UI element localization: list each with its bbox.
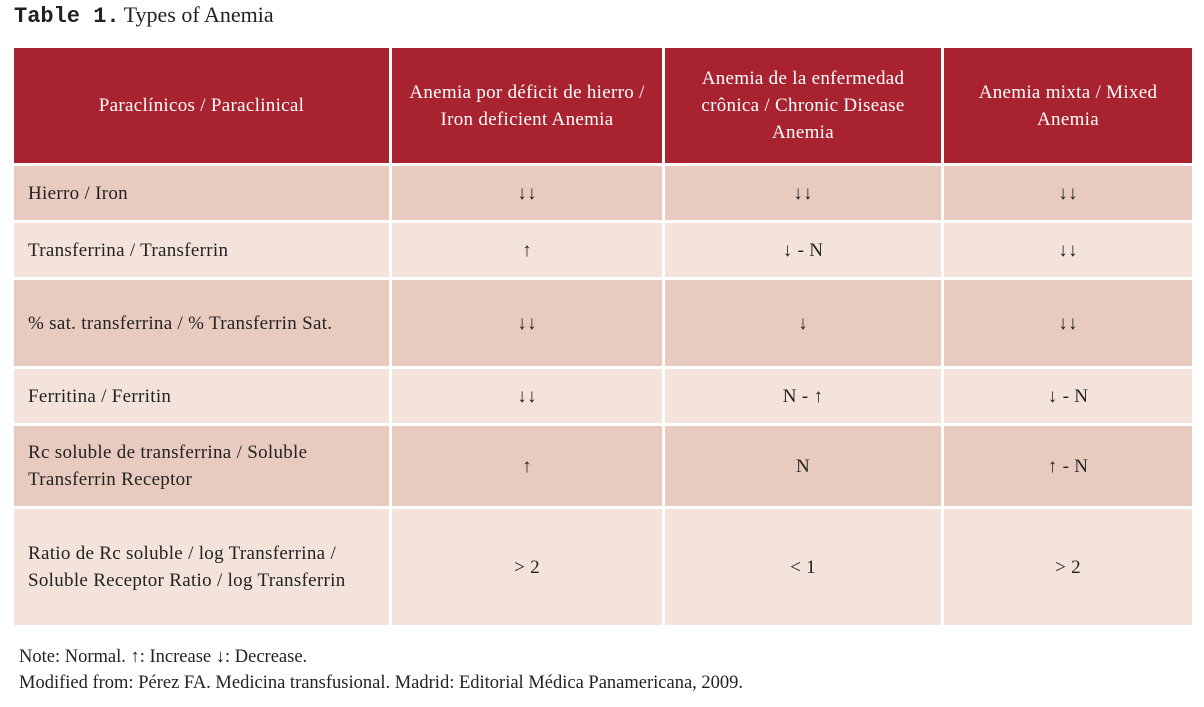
table-row: Rc soluble de transferrina / Soluble Tra… bbox=[14, 426, 1192, 506]
cell: > 2 bbox=[944, 509, 1192, 625]
row-label: Ferritina / Ferritin bbox=[14, 369, 389, 423]
cell: ↓↓ bbox=[665, 166, 941, 220]
row-label: Rc soluble de transferrina / Soluble Tra… bbox=[14, 426, 389, 506]
cell: ↑ bbox=[392, 426, 662, 506]
row-label: % sat. transferrina / % Transferrin Sat. bbox=[14, 280, 389, 366]
caption: Table 1. Types of Anemia bbox=[14, 2, 274, 29]
table-row: % sat. transferrina / % Transferrin Sat.… bbox=[14, 280, 1192, 366]
note-line: Modified from: Pérez FA. Medicina transf… bbox=[19, 673, 744, 693]
header-cell: Paraclínicos / Paraclinical bbox=[14, 48, 389, 163]
table-row: Hierro / Iron ↓↓ ↓↓ ↓↓ bbox=[14, 166, 1192, 220]
cell: ↓↓ bbox=[392, 280, 662, 366]
header-row: Paraclínicos / Paraclinical Anemia por dé… bbox=[14, 48, 1192, 163]
table-row: Ferritina / Ferritin ↓↓ N - ↑ ↓ - N bbox=[14, 369, 1192, 423]
cell: > 2 bbox=[392, 509, 662, 625]
cell: ↓↓ bbox=[944, 280, 1192, 366]
cell: ↓ - N bbox=[944, 369, 1192, 423]
cell: < 1 bbox=[665, 509, 941, 625]
header-cell: Anemia de la enfermedad crônica / Chroni… bbox=[665, 48, 941, 163]
cell: ↑ - N bbox=[944, 426, 1192, 506]
cell: ↓↓ bbox=[392, 166, 662, 220]
cell: N bbox=[665, 426, 941, 506]
cell: ↑ bbox=[392, 223, 662, 277]
row-label: Ratio de Rc soluble / log Transferrina /… bbox=[14, 509, 389, 625]
table-row: Transferrina / Transferrin ↑ ↓ - N ↓↓ bbox=[14, 223, 1192, 277]
cell: ↓↓ bbox=[392, 369, 662, 423]
table-row: Ratio de Rc soluble / log Transferrina /… bbox=[14, 509, 1192, 625]
row-label: Hierro / Iron bbox=[14, 166, 389, 220]
cell: ↓ bbox=[665, 280, 941, 366]
cell: ↓↓ bbox=[944, 223, 1192, 277]
caption-title: Types of Anemia bbox=[123, 2, 274, 27]
row-label: Transferrina / Transferrin bbox=[14, 223, 389, 277]
cell: ↓ - N bbox=[665, 223, 941, 277]
note-line: Note: Normal. ↑: Increase ↓: Decrease. bbox=[19, 647, 308, 667]
caption-label: Table 1. bbox=[14, 4, 120, 29]
notes: Note: Normal. ↑: Increase ↓: Decrease. Mo… bbox=[19, 644, 743, 696]
header-cell: Anemia por déficit de hierro / Iron defi… bbox=[392, 48, 662, 163]
anemia-table: Paraclínicos / Paraclinical Anemia por dé… bbox=[11, 45, 1195, 628]
cell: N - ↑ bbox=[665, 369, 941, 423]
header-cell: Anemia mixta / Mixed Anemia bbox=[944, 48, 1192, 163]
cell: ↓↓ bbox=[944, 166, 1192, 220]
